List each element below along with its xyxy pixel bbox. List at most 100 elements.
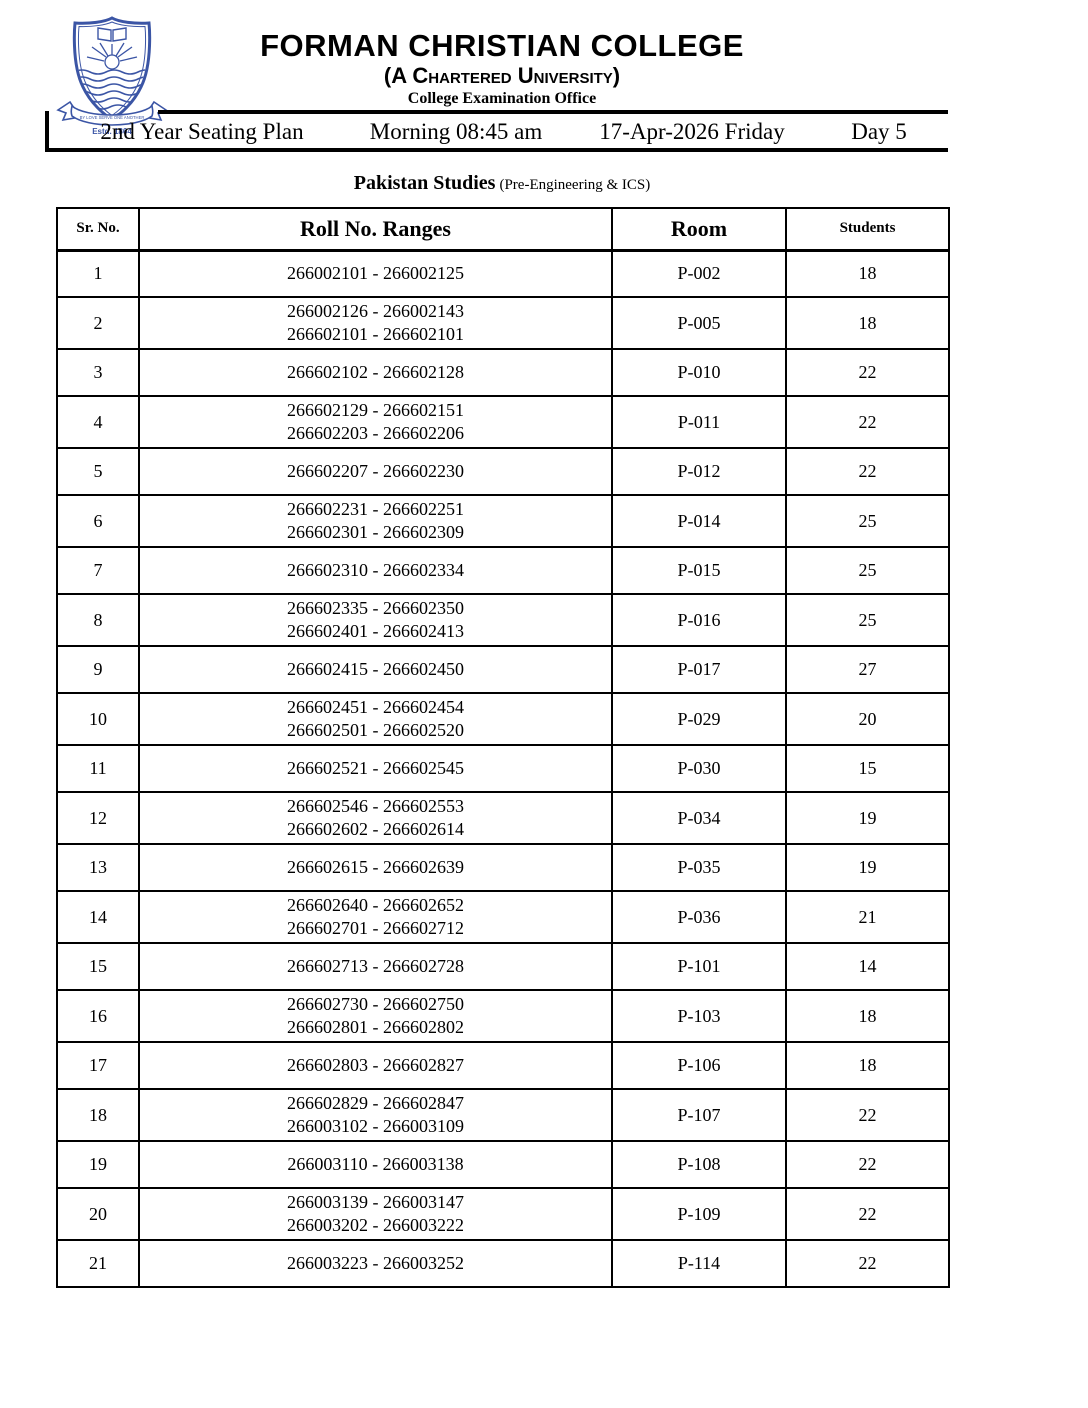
room-cell: P-010 xyxy=(611,348,787,397)
info-bar-bottom-rule xyxy=(45,148,948,152)
seating-table-body: 1 266002101 - 266002125 P-002 18 2 26600… xyxy=(56,249,950,1288)
students-cell: 27 xyxy=(785,645,950,694)
motto-text: BY LOVE SERVE ONE ANOTHER xyxy=(80,115,145,120)
seating-table: Sr. No. Roll No. Ranges Room Students 1 … xyxy=(56,207,950,1288)
sr-no-cell: 12 xyxy=(56,791,140,845)
col-header-sr-no: Sr. No. xyxy=(56,207,140,252)
info-bar-top-rule xyxy=(158,110,948,114)
table-row: 3 266602102 - 266602128 P-010 22 xyxy=(56,348,950,397)
sr-no-cell: 4 xyxy=(56,395,140,449)
exam-title-line: Pakistan Studies (Pre-Engineering & ICS) xyxy=(0,172,1004,195)
table-row: 4 266602129 - 266602151 266602203 - 26660… xyxy=(56,395,950,449)
room-cell: P-109 xyxy=(611,1187,787,1241)
table-row: 21 266003223 - 266003252 P-114 22 xyxy=(56,1239,950,1288)
room-cell: P-107 xyxy=(611,1088,787,1142)
students-cell: 18 xyxy=(785,296,950,350)
sr-no-cell: 7 xyxy=(56,546,140,595)
sun-icon xyxy=(86,42,138,70)
room-cell: P-012 xyxy=(611,447,787,496)
roll-ranges-cell: 266602829 - 266602847 266003102 - 2660031… xyxy=(138,1088,613,1142)
sr-no-cell: 5 xyxy=(56,447,140,496)
table-row: 16 266602730 - 266602750 266602801 - 2666… xyxy=(56,989,950,1043)
students-cell: 25 xyxy=(785,546,950,595)
roll-ranges-cell: 266602310 - 266602334 xyxy=(138,546,613,595)
exam-date-label: 17-Apr-2026 Friday xyxy=(599,119,785,144)
motto-ribbon xyxy=(56,100,168,126)
room-cell: P-114 xyxy=(611,1239,787,1288)
table-row: 10 266602451 - 266602454 266602501 - 2666… xyxy=(56,692,950,746)
table-row: 11 266602521 - 266602545 P-030 15 xyxy=(56,744,950,793)
students-cell: 14 xyxy=(785,942,950,991)
table-row: 1 266002101 - 266002125 P-002 18 xyxy=(56,249,950,298)
table-row: 13 266602615 - 266602639 P-035 19 xyxy=(56,843,950,892)
roll-ranges-cell: 266602615 - 266602639 xyxy=(138,843,613,892)
sr-no-cell: 13 xyxy=(56,843,140,892)
roll-ranges-cell: 266602546 - 266602553 266602602 - 2666026… xyxy=(138,791,613,845)
room-cell: P-014 xyxy=(611,494,787,548)
students-cell: 22 xyxy=(785,348,950,397)
col-header-roll-ranges: Roll No. Ranges xyxy=(138,207,613,252)
room-cell: P-106 xyxy=(611,1041,787,1090)
roll-ranges-cell: 266003223 - 266003252 xyxy=(138,1239,613,1288)
table-row: 7 266602310 - 266602334 P-015 25 xyxy=(56,546,950,595)
table-row: 20 266003139 - 266003147 266003202 - 2660… xyxy=(56,1187,950,1241)
crest-shield-icon: BY LOVE SERVE ONE ANOTHER Estd. 1864 xyxy=(56,16,168,136)
sr-no-cell: 6 xyxy=(56,494,140,548)
sr-no-cell: 15 xyxy=(56,942,140,991)
exam-day-label: Day 5 xyxy=(851,119,907,144)
room-cell: P-030 xyxy=(611,744,787,793)
sr-no-cell: 11 xyxy=(56,744,140,793)
table-row: 12 266602546 - 266602553 266602602 - 2666… xyxy=(56,791,950,845)
seating-table-header: Sr. No. Roll No. Ranges Room Students xyxy=(56,207,950,252)
table-row: 18 266602829 - 266602847 266003102 - 2660… xyxy=(56,1088,950,1142)
room-cell: P-029 xyxy=(611,692,787,746)
students-cell: 19 xyxy=(785,791,950,845)
room-cell: P-035 xyxy=(611,843,787,892)
roll-ranges-cell: 266602640 - 266602652 266602701 - 2666027… xyxy=(138,890,613,944)
students-cell: 25 xyxy=(785,593,950,647)
sr-no-cell: 1 xyxy=(56,249,140,298)
room-cell: P-036 xyxy=(611,890,787,944)
roll-ranges-cell: 266002101 - 266002125 xyxy=(138,249,613,298)
students-cell: 22 xyxy=(785,395,950,449)
table-row: 15 266602713 - 266602728 P-101 14 xyxy=(56,942,950,991)
students-cell: 22 xyxy=(785,1088,950,1142)
roll-ranges-cell: 266602730 - 266602750 266602801 - 2666028… xyxy=(138,989,613,1043)
roll-ranges-cell: 266003139 - 266003147 266003202 - 2660032… xyxy=(138,1187,613,1241)
sr-no-cell: 21 xyxy=(56,1239,140,1288)
students-cell: 18 xyxy=(785,1041,950,1090)
exam-groups: (Pre-Engineering & ICS) xyxy=(499,177,651,193)
roll-ranges-cell: 266602335 - 266602350 266602401 - 2666024… xyxy=(138,593,613,647)
col-header-students: Students xyxy=(785,207,950,252)
room-cell: P-002 xyxy=(611,249,787,298)
students-cell: 22 xyxy=(785,447,950,496)
room-cell: P-005 xyxy=(611,296,787,350)
room-cell: P-017 xyxy=(611,645,787,694)
roll-ranges-cell: 266602207 - 266602230 xyxy=(138,447,613,496)
exam-office-label: College Examination Office xyxy=(407,90,597,107)
college-subtitle: (A Chartered University) xyxy=(383,63,621,88)
room-cell: P-016 xyxy=(611,593,787,647)
sr-no-cell: 3 xyxy=(56,348,140,397)
students-cell: 22 xyxy=(785,1239,950,1288)
session-time-label: Morning 08:45 am xyxy=(369,119,543,144)
roll-ranges-cell: 266602129 - 266602151 266602203 - 2666022… xyxy=(138,395,613,449)
sr-no-cell: 19 xyxy=(56,1140,140,1189)
sr-no-cell: 17 xyxy=(56,1041,140,1090)
roll-ranges-cell: 266602231 - 266602251 266602301 - 2666023… xyxy=(138,494,613,548)
roll-ranges-cell: 266602713 - 266602728 xyxy=(138,942,613,991)
table-row: 19 266003110 - 266003138 P-108 22 xyxy=(56,1140,950,1189)
roll-ranges-cell: 266602521 - 266602545 xyxy=(138,744,613,793)
students-cell: 22 xyxy=(785,1187,950,1241)
roll-ranges-cell: 266003110 - 266003138 xyxy=(138,1140,613,1189)
roll-ranges-cell: 266602803 - 266602827 xyxy=(138,1041,613,1090)
students-cell: 25 xyxy=(785,494,950,548)
room-cell: P-015 xyxy=(611,546,787,595)
info-bar-left-rule xyxy=(45,111,49,152)
sr-no-cell: 14 xyxy=(56,890,140,944)
table-row: 8 266602335 - 266602350 266602401 - 26660… xyxy=(56,593,950,647)
table-row: 9 266602415 - 266602450 P-017 27 xyxy=(56,645,950,694)
estd-text: Estd. 1864 xyxy=(92,127,132,136)
room-cell: P-103 xyxy=(611,989,787,1043)
